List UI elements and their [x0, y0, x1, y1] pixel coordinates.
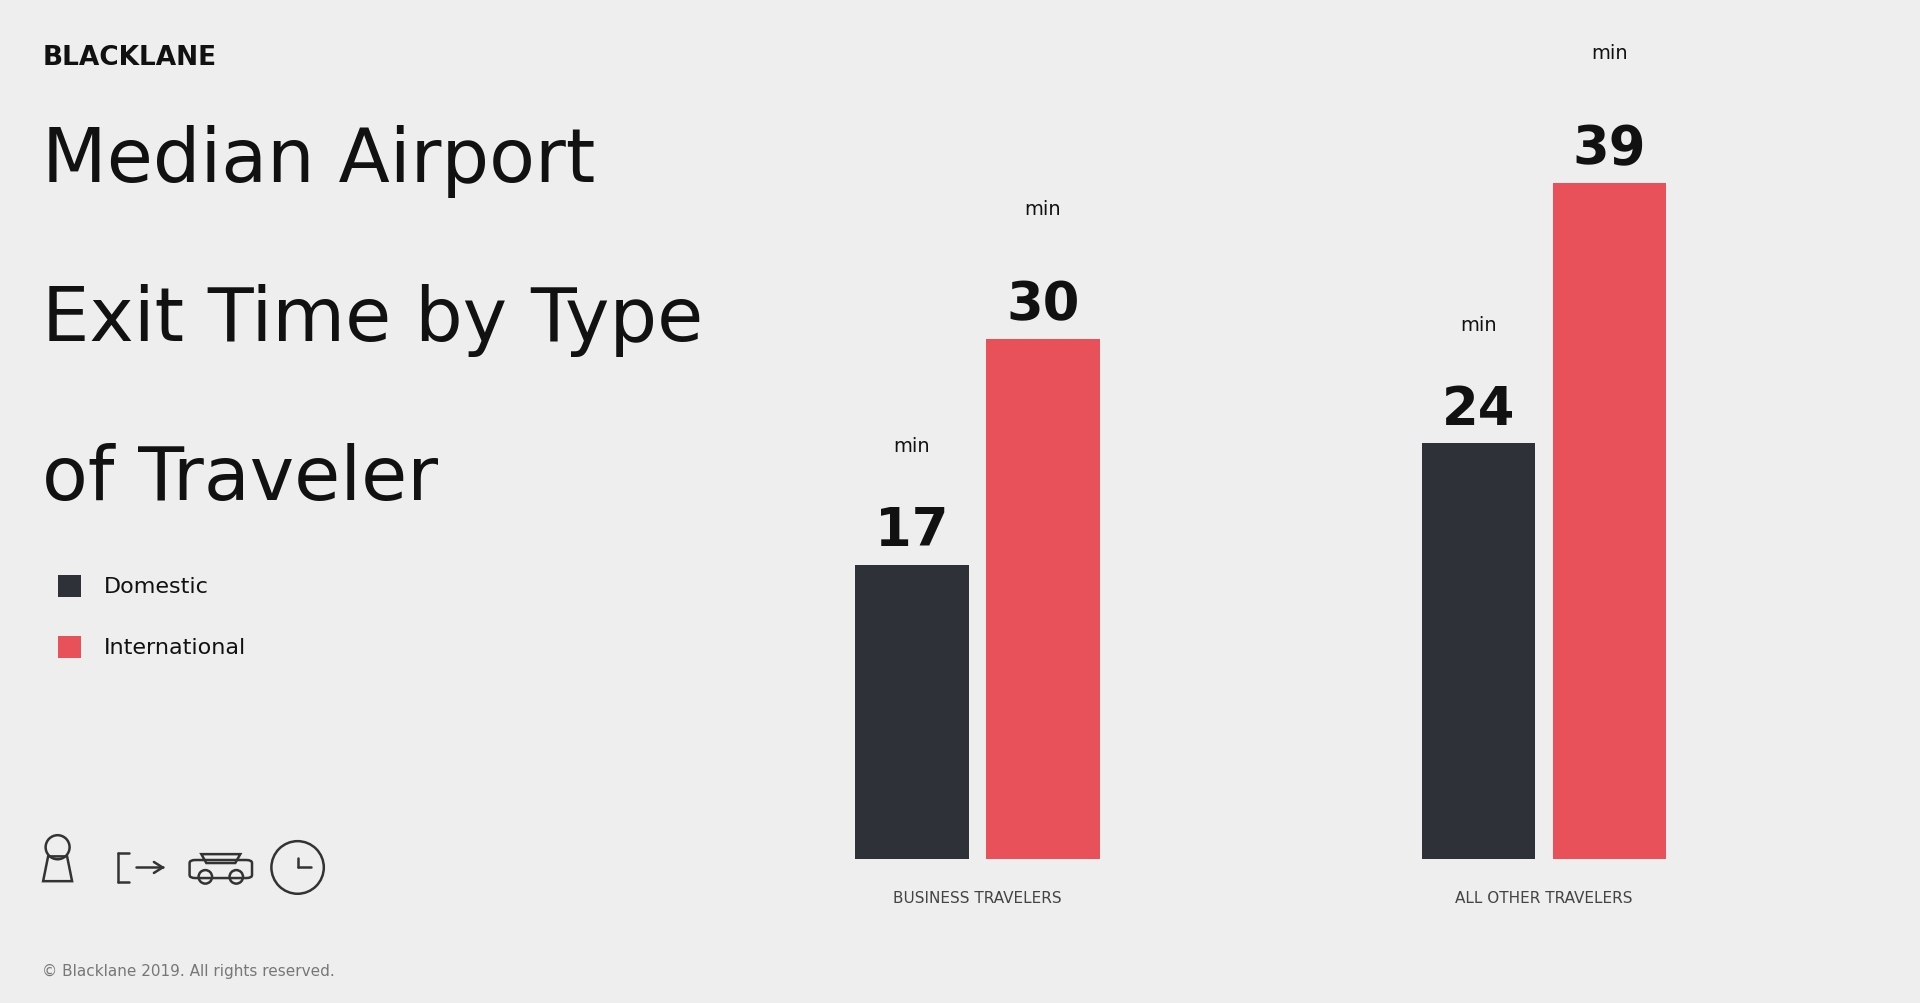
- Bar: [987, 340, 1100, 860]
- Text: © Blacklane 2019. All rights reserved.: © Blacklane 2019. All rights reserved.: [42, 963, 334, 978]
- Text: BUSINESS TRAVELERS: BUSINESS TRAVELERS: [893, 891, 1062, 906]
- Text: min: min: [1459, 316, 1496, 335]
- Text: Exit Time by Type: Exit Time by Type: [42, 284, 703, 357]
- Text: 17: 17: [876, 505, 948, 557]
- Bar: [1421, 444, 1534, 860]
- Text: min: min: [893, 437, 929, 456]
- Text: Median Airport: Median Airport: [42, 125, 595, 199]
- Bar: [1553, 185, 1667, 860]
- Text: International: International: [104, 637, 246, 657]
- Text: min: min: [1025, 200, 1062, 219]
- Text: ALL OTHER TRAVELERS: ALL OTHER TRAVELERS: [1455, 891, 1632, 906]
- Bar: [854, 565, 968, 860]
- Text: Domestic: Domestic: [104, 577, 209, 597]
- Text: min: min: [1592, 44, 1628, 63]
- Text: BLACKLANE: BLACKLANE: [42, 45, 217, 71]
- Text: 30: 30: [1006, 280, 1079, 331]
- Text: 24: 24: [1442, 383, 1515, 435]
- Text: of Traveler: of Traveler: [42, 442, 438, 516]
- Text: 39: 39: [1572, 123, 1645, 176]
